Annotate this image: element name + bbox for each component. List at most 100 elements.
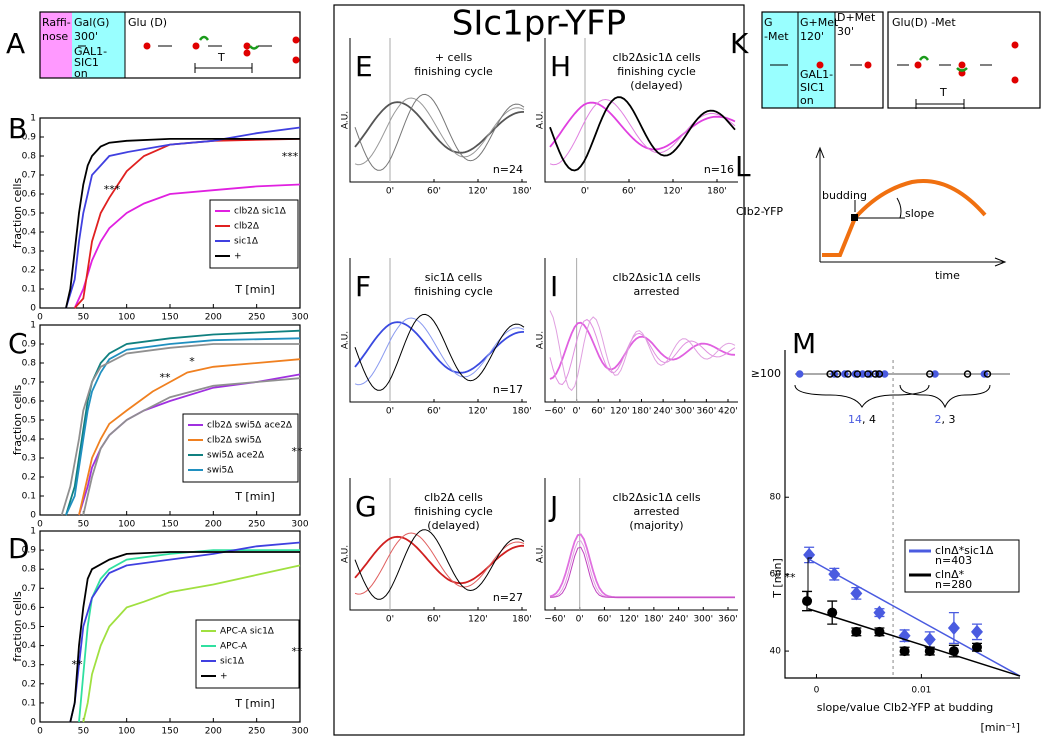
x-axis-label: T [min]: [234, 697, 275, 710]
trace: [549, 96, 736, 172]
y-tick-label: 1: [30, 527, 36, 537]
panel-letter: C: [8, 327, 28, 360]
y-tick-label: 0.4: [22, 228, 37, 238]
label: Glu (D): [128, 16, 167, 29]
trace: [354, 93, 525, 171]
y-tick-label: 0.9: [22, 340, 37, 350]
legend-label: clb2Δ sic1Δ: [234, 207, 287, 217]
axes: [349, 478, 527, 611]
panel-letter: I: [550, 270, 558, 303]
panel-l: L Clb2-YFP budding slope time: [735, 146, 1007, 282]
point: [850, 586, 863, 601]
strip-point: [875, 370, 884, 378]
y-axis-label: fraction cells: [11, 591, 24, 662]
point: [948, 646, 959, 657]
legend-label: clb2Δ swi5Δ: [207, 436, 262, 446]
x-tick-label: 300: [291, 727, 308, 737]
y-tick-label: 80: [770, 493, 782, 503]
x-axis-label: slope/value Clb2-YFP at budding: [817, 701, 994, 714]
x-tick-label: 150: [161, 520, 178, 530]
series-line: [73, 183, 301, 309]
strip-point: [844, 370, 852, 378]
x-tick-label: 0: [37, 520, 43, 530]
trace: [354, 535, 524, 585]
annotation: **: [785, 571, 797, 584]
point: [873, 605, 886, 620]
tick-label: 120': [468, 407, 488, 417]
strip-point: [833, 370, 842, 378]
cell-cycle-icons: [78, 35, 300, 73]
legend-label: clb2Δ swi5Δ ace2Δ: [207, 421, 293, 431]
strip-point: [795, 370, 804, 378]
x-tick-label: 0: [37, 727, 43, 737]
tick-label: 120': [468, 187, 488, 197]
y-tick-label: 0.2: [22, 473, 36, 483]
y-tick-label: 0.5: [22, 416, 36, 426]
x-tick-label: 300: [291, 520, 308, 530]
point: [970, 624, 983, 639]
trace: [354, 532, 525, 595]
trace-title: sic1Δ cells: [425, 271, 483, 284]
point: [947, 621, 960, 635]
trace-title: (delayed): [630, 79, 682, 92]
tick-label: 180': [512, 615, 532, 625]
y-tick-label: 0.5: [22, 622, 36, 632]
tick-label: 0': [386, 615, 394, 625]
x-axis-label: [min⁻¹]: [980, 721, 1020, 734]
point: [851, 626, 862, 637]
label: GAL1-: [800, 68, 833, 81]
tick-label: 0': [386, 187, 394, 197]
annotation: ***: [282, 150, 299, 163]
raffinose-phase: [40, 12, 72, 78]
tick-label: 60': [597, 615, 611, 625]
tick-label: 420': [718, 407, 738, 417]
strip-label: ≥100: [751, 367, 781, 380]
legend-label: APC-A sic1Δ: [220, 627, 275, 637]
axes: [349, 38, 527, 183]
y-tick-label: 0.3: [22, 660, 36, 670]
tick-label: 180': [512, 187, 532, 197]
strip-point: [871, 370, 879, 378]
tick-label: 120': [468, 615, 488, 625]
trace: [549, 310, 736, 392]
figure-title: SIc1pr-YFP: [452, 4, 626, 44]
tick-label: 240': [653, 407, 673, 417]
tick-label: 240': [669, 615, 689, 625]
clb2-curve: [822, 179, 987, 257]
y-axis-label: A.U.: [536, 331, 546, 349]
panel-letter: M: [792, 327, 816, 360]
legend-label: sic1Δ: [234, 237, 259, 247]
x-tick-label: 50: [78, 727, 90, 737]
y-tick-label: 0.8: [22, 565, 37, 575]
legend-label: clnΔ*: [935, 568, 965, 581]
series-line: [82, 564, 301, 723]
trace: [354, 313, 525, 391]
trace-title: (delayed): [427, 519, 479, 532]
trace: [354, 529, 525, 600]
y-tick-label: 0: [30, 304, 36, 314]
count-blue: 14: [848, 413, 862, 426]
tick-label: 0': [576, 615, 584, 625]
x-tick-label: 250: [248, 313, 265, 323]
strip-point: [864, 370, 872, 378]
fit-line: [807, 608, 1021, 677]
strip-point: [853, 370, 862, 378]
axes: [349, 258, 527, 403]
traces-frame: [333, 4, 745, 736]
trace-title: finishing cycle: [617, 65, 696, 78]
y-tick-label: 0.3: [22, 247, 36, 257]
series-line: [60, 343, 300, 516]
strip-point: [983, 370, 992, 378]
panel-letter: G: [355, 490, 377, 523]
y-tick-label: 0: [30, 718, 36, 728]
x-tick-label: 300: [291, 313, 308, 323]
trace: [354, 97, 525, 166]
trace: [549, 101, 736, 151]
y-tick-label: 0.9: [22, 133, 37, 143]
y-tick-label: 0.4: [22, 641, 37, 651]
point: [803, 547, 816, 562]
x-tick-label: 100: [118, 727, 135, 737]
tick-label: 60': [427, 615, 441, 625]
